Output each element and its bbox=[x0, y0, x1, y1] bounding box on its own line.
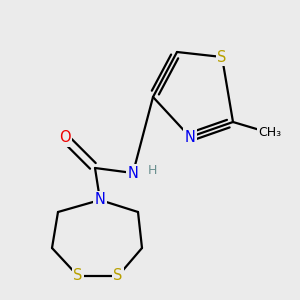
Text: O: O bbox=[59, 130, 71, 146]
Text: S: S bbox=[113, 268, 123, 284]
Text: N: N bbox=[94, 193, 105, 208]
Text: CH₃: CH₃ bbox=[258, 127, 282, 140]
Text: N: N bbox=[128, 166, 138, 181]
Text: S: S bbox=[73, 268, 83, 284]
Text: H: H bbox=[148, 164, 158, 176]
Text: N: N bbox=[184, 130, 195, 145]
Text: S: S bbox=[217, 50, 227, 64]
